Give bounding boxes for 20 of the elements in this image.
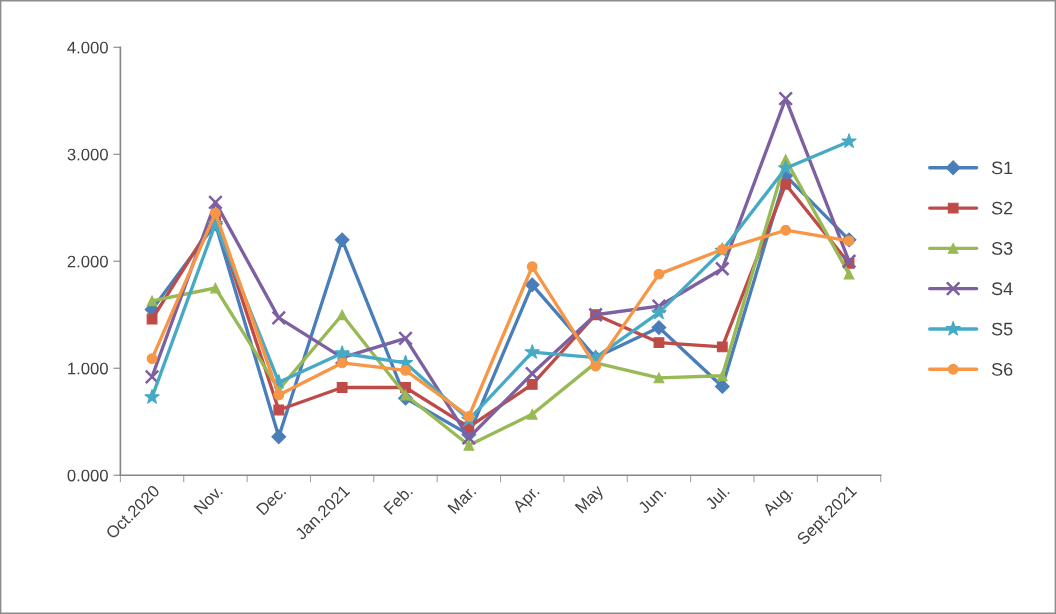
x-tick-label: Mar. <box>447 485 477 515</box>
y-tick-label: 3.000 <box>67 148 108 161</box>
x-tick-label: Feb. <box>382 484 414 515</box>
legend-label: S3 <box>991 242 1013 255</box>
x-tick-label: Jul. <box>704 484 730 511</box>
y-tick-label: 0.000 <box>67 469 108 482</box>
x-tick-label: Apr. <box>511 485 543 516</box>
legend-label: S1 <box>991 161 1013 175</box>
x-tick-label: Jun. <box>637 485 667 515</box>
legend-label: S2 <box>991 201 1013 215</box>
x-tick-label: Aug. <box>761 485 796 519</box>
x-tick-label: Nov. <box>193 485 224 515</box>
legend-label: S4 <box>991 282 1013 296</box>
legend-label: S6 <box>991 362 1013 376</box>
y-tick-label: 1.000 <box>68 362 108 375</box>
y-tick-label: 2.000 <box>67 255 108 268</box>
legend-label: S5 <box>991 322 1013 336</box>
y-tick-label: 4.000 <box>67 41 108 54</box>
x-tick-label: May <box>574 484 607 516</box>
x-tick-label: Dec. <box>255 485 287 516</box>
